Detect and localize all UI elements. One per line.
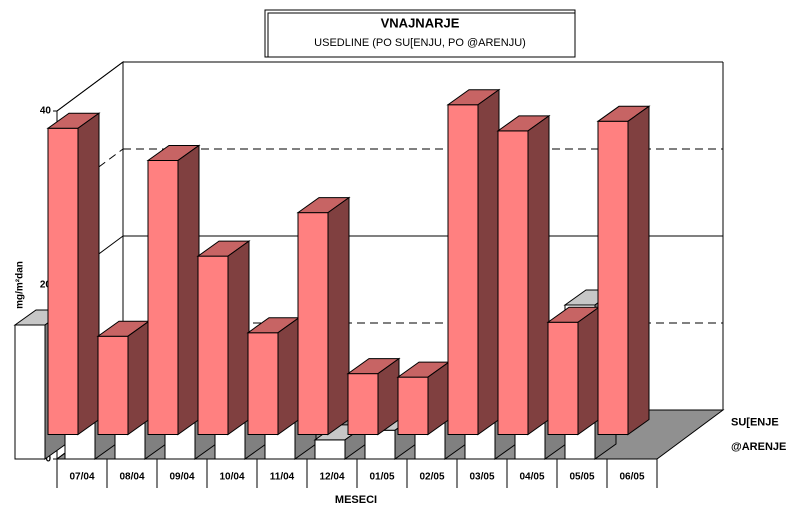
chart-title: VNAJNARJE: [381, 15, 460, 30]
y-tick-label: 40: [40, 106, 52, 117]
bar: [396, 361, 451, 436]
x-axis-label: MESECI: [335, 494, 377, 506]
bar: [596, 105, 651, 436]
bar-front: [547, 321, 579, 435]
chart-subtitle: USEDLINE (PO SU[ENJU, PO @ARENJU): [314, 37, 526, 49]
bar: [296, 196, 351, 436]
x-tick-label: 07/04: [69, 472, 94, 483]
legend-label: SU[ENJE: [731, 416, 779, 428]
bar: [546, 306, 601, 436]
title-box: [264, 9, 576, 58]
x-tick-label: 05/05: [569, 472, 594, 483]
bar-front: [597, 120, 629, 435]
bar-front: [397, 376, 429, 435]
bar-side: [477, 88, 500, 436]
bar-side: [577, 306, 600, 436]
bar: [46, 112, 101, 436]
bar: [246, 316, 301, 436]
title-box-shadow: [267, 12, 576, 58]
bar-front: [497, 130, 529, 435]
bar-front: [297, 212, 329, 435]
x-tick-label: 01/05: [369, 472, 394, 483]
x-tick-label: 10/04: [219, 472, 244, 483]
bar-front: [97, 335, 129, 435]
x-tick-label: 08/04: [119, 472, 144, 483]
bar-front: [347, 373, 379, 435]
y-tick-label: 0: [45, 454, 51, 465]
bar-front: [14, 324, 46, 460]
bar: [313, 423, 368, 460]
x-tick-label: 12/04: [319, 472, 344, 483]
bar-side: [227, 240, 250, 436]
bar-side: [527, 114, 550, 436]
x-tick-label: 09/04: [169, 472, 194, 483]
x-tick-label: 04/05: [519, 472, 544, 483]
bar: [446, 88, 501, 436]
x-tick-label: 03/05: [469, 472, 494, 483]
bar-front: [47, 127, 79, 435]
x-tick-label: 02/05: [419, 472, 444, 483]
bar-side: [377, 357, 400, 436]
y-tick-label: 20: [40, 280, 52, 291]
bar-front: [147, 159, 179, 435]
bar: [346, 357, 401, 436]
x-tick-label: 06/05: [619, 472, 644, 483]
bar: [96, 320, 151, 436]
bar-side: [627, 105, 650, 436]
bar: [146, 144, 201, 436]
bar-side: [327, 196, 350, 436]
bar-side: [177, 144, 200, 436]
bar-front: [314, 439, 346, 460]
bar: [196, 240, 251, 436]
y-axis-label: mg/m²dan: [15, 261, 26, 309]
bar-side: [277, 316, 300, 436]
bar-side: [127, 320, 150, 436]
bar-front: [247, 332, 279, 435]
x-tick-label: 11/04: [270, 472, 295, 483]
grid-line: [56, 61, 124, 112]
bar: [496, 114, 551, 436]
bar-front: [447, 104, 479, 435]
legend-label: @ARENJE: [731, 441, 786, 453]
bar-side: [77, 112, 100, 436]
bar-front: [197, 255, 229, 435]
